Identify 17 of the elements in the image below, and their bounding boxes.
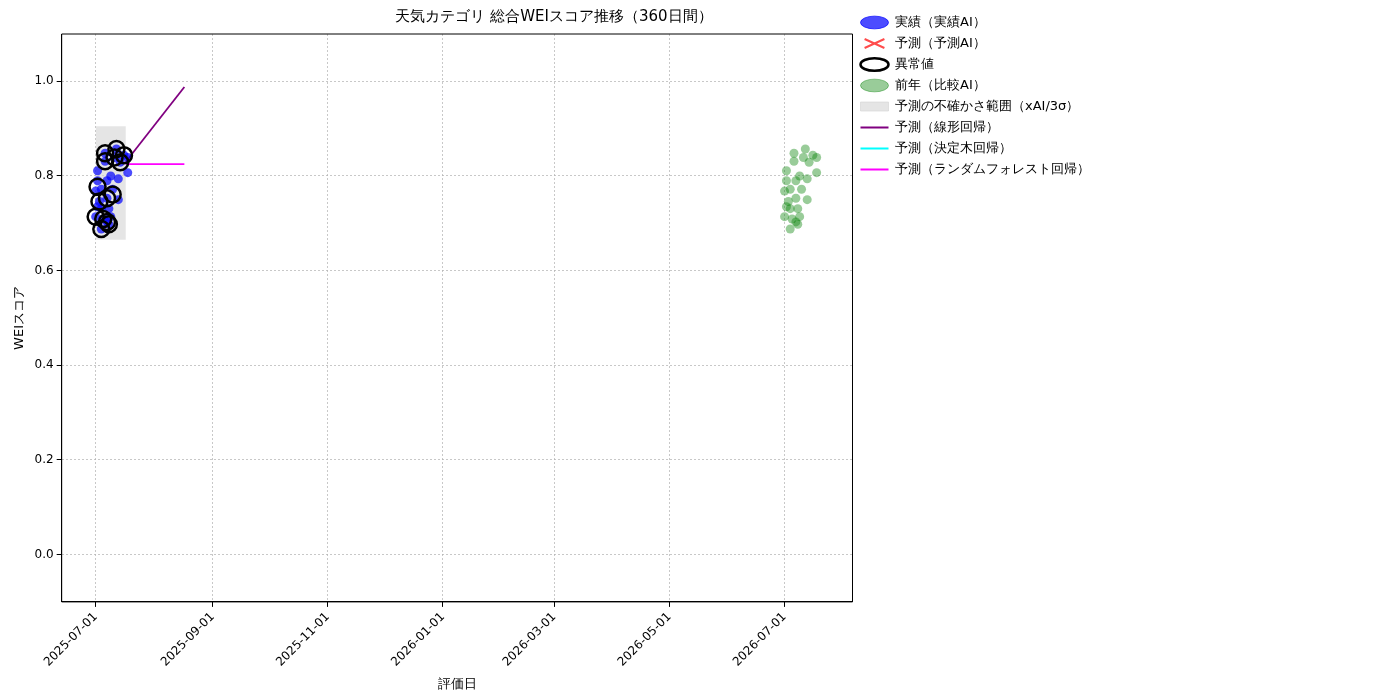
legend-label: 予測（ランダムフォレスト回帰） <box>895 160 1090 176</box>
legend-label: 前年（比較AI） <box>895 76 986 92</box>
y-tick-label: 1.0 <box>34 73 54 88</box>
x-axis-title: 評価日 <box>437 675 477 691</box>
legend-label: 予測（予測AI） <box>895 34 986 50</box>
legend-label: 予測（線形回帰） <box>895 118 999 134</box>
chart-title: 天気カテゴリ 総合WEIスコア推移（360日間） <box>395 6 713 25</box>
y-tick-label: 0.2 <box>34 452 54 467</box>
legend-label: 予測の不確かさ範囲（xAI/3σ） <box>895 97 1080 113</box>
y-tick-label: 0.4 <box>34 357 54 372</box>
y-tick-label: 0.8 <box>34 168 54 183</box>
legend-label: 予測（決定木回帰） <box>895 139 1012 155</box>
y-tick-label: 0.6 <box>34 262 54 277</box>
y-axis-title: WEIスコア <box>11 286 27 350</box>
legend-label: 異常値 <box>895 55 934 71</box>
y-tick-label: 0.0 <box>34 546 54 561</box>
legend-label: 実績（実績AI） <box>895 13 986 29</box>
